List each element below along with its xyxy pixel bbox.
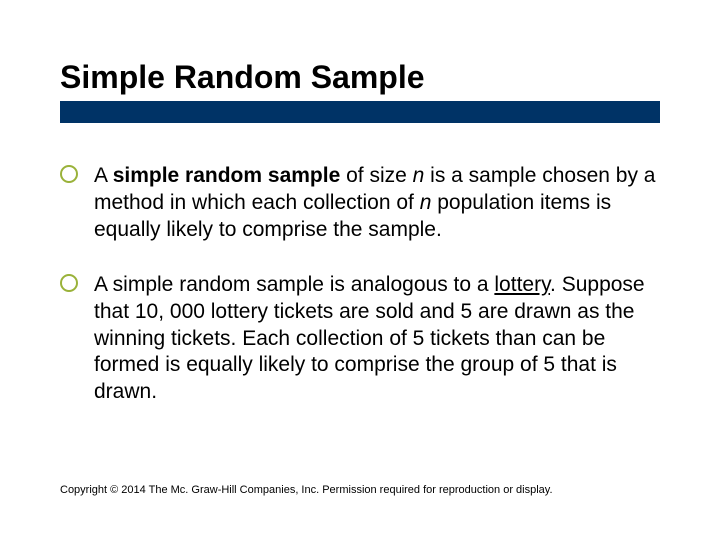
title-wrap: Simple Random Sample <box>60 60 660 123</box>
p1-term-bold: simple random sample <box>113 164 341 187</box>
paragraph-2-text: A simple random sample is analogous to a… <box>94 272 660 406</box>
paragraph-2: A simple random sample is analogous to a… <box>60 272 660 406</box>
paragraph-1-text: A simple random sample of size n is a sa… <box>94 163 660 244</box>
p1-mid1: of size <box>340 164 412 187</box>
p2-pre: A simple random sample is analogous to a <box>94 273 494 296</box>
slide: Simple Random Sample A simple random sam… <box>0 0 720 540</box>
p1-n1-italic: n <box>413 164 425 187</box>
bullet-ring-icon <box>60 165 78 183</box>
paragraph-1: A simple random sample of size n is a sa… <box>60 163 660 244</box>
p1-n2-italic: n <box>420 191 432 214</box>
title-underline-bar <box>60 101 660 123</box>
p1-pre: A <box>94 164 113 187</box>
slide-title: Simple Random Sample <box>60 60 660 95</box>
copyright-text: Copyright © 2014 The Mc. Graw-Hill Compa… <box>60 484 553 496</box>
bullet-ring-icon <box>60 274 78 292</box>
p2-lottery-underlined: lottery <box>494 273 550 296</box>
